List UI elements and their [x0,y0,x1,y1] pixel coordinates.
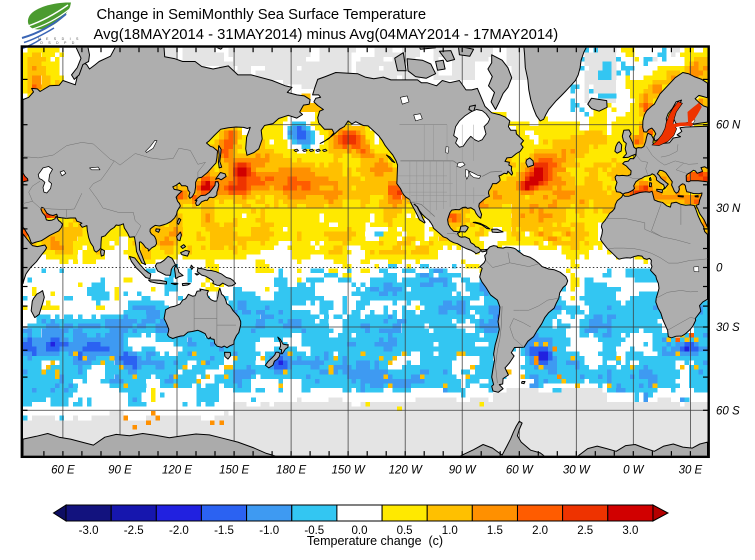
svg-text:60 W: 60 W [506,465,534,477]
svg-text:60 E: 60 E [51,465,75,477]
svg-text:30 E: 30 E [679,465,703,477]
svg-text:-2.5: -2.5 [124,525,144,537]
svg-text:-1.0: -1.0 [259,525,279,537]
svg-text:3.0: 3.0 [622,525,638,537]
svg-text:-0.5: -0.5 [304,525,324,537]
svg-text:Temperature change (c): Temperature change (c) [307,534,443,548]
svg-text:90 W: 90 W [449,465,477,477]
svg-text:1.5: 1.5 [487,525,503,537]
svg-text:-3.0: -3.0 [79,525,99,537]
svg-text:120 E: 120 E [162,465,192,477]
svg-text:Avg(18MAY2014 - 31MAY2014) min: Avg(18MAY2014 - 31MAY2014) minus Avg(04M… [94,27,559,43]
svg-text:1.0: 1.0 [442,525,458,537]
svg-text:180 E: 180 E [276,465,306,477]
svg-text:-1.5: -1.5 [214,525,234,537]
svg-text:150 E: 150 E [219,465,249,477]
svg-text:90 E: 90 E [108,465,132,477]
svg-text:-2.0: -2.0 [169,525,189,537]
svg-text:0: 0 [716,263,723,275]
svg-text:150 W: 150 W [331,465,365,477]
svg-text:60 S: 60 S [716,405,740,417]
svg-text:0.5: 0.5 [397,525,413,537]
svg-text:2.5: 2.5 [577,525,593,537]
svg-text:0 W: 0 W [623,465,645,477]
svg-text:Change in SemiMonthly Sea Surf: Change in SemiMonthly Sea Surface Temper… [97,7,427,23]
svg-text:30 S: 30 S [716,322,740,334]
svg-text:O S D P D: O S D P D [40,41,77,45]
svg-text:N E S D I S: N E S D I S [38,37,81,41]
svg-text:0.0: 0.0 [352,525,368,537]
svg-text:30 N: 30 N [716,203,741,215]
svg-text:120 W: 120 W [389,465,423,477]
svg-text:2.0: 2.0 [532,525,548,537]
svg-text:30 W: 30 W [563,465,591,477]
svg-text:60 N: 60 N [716,120,741,132]
